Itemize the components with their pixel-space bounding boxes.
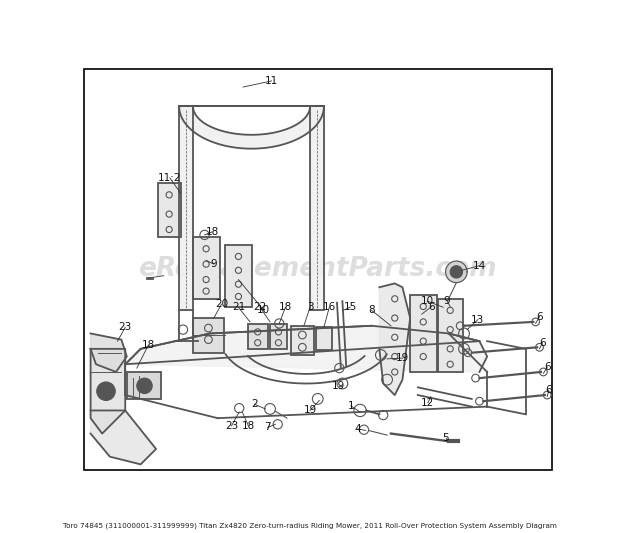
Text: 19: 19 — [303, 406, 317, 415]
Text: eReplacementParts.com: eReplacementParts.com — [138, 256, 497, 282]
Polygon shape — [91, 334, 126, 372]
Polygon shape — [379, 284, 410, 395]
Text: 15: 15 — [343, 302, 356, 312]
Text: 4: 4 — [355, 424, 361, 434]
Polygon shape — [91, 410, 156, 464]
Bar — [316, 327, 332, 350]
Text: 7: 7 — [264, 422, 271, 432]
Text: 6: 6 — [428, 302, 435, 311]
Bar — [157, 183, 180, 237]
Text: 19: 19 — [332, 381, 345, 391]
Bar — [126, 372, 161, 399]
Bar — [438, 299, 463, 372]
Bar — [193, 318, 224, 353]
Circle shape — [97, 382, 115, 400]
Text: 6: 6 — [539, 338, 546, 348]
Text: 11: 11 — [265, 76, 278, 86]
Text: 12: 12 — [421, 398, 435, 408]
Text: 18: 18 — [279, 302, 292, 312]
Bar — [193, 237, 220, 299]
Text: Toro 74845 (311000001-311999999) Titan Zx4820 Zero-turn-radius Riding Mower, 201: Toro 74845 (311000001-311999999) Titan Z… — [63, 522, 557, 529]
Text: 23: 23 — [225, 421, 238, 431]
Text: 6: 6 — [544, 362, 551, 373]
Text: 11:2: 11:2 — [158, 173, 182, 183]
Text: 3: 3 — [307, 302, 313, 312]
Polygon shape — [125, 326, 487, 372]
Text: 18: 18 — [206, 227, 219, 237]
Polygon shape — [91, 349, 125, 433]
Text: 10: 10 — [420, 296, 433, 306]
Polygon shape — [446, 261, 467, 282]
Text: 19: 19 — [396, 353, 409, 363]
Text: 6: 6 — [546, 385, 552, 395]
Text: 8: 8 — [368, 305, 375, 316]
Text: 18: 18 — [242, 421, 255, 431]
Polygon shape — [179, 106, 193, 310]
Polygon shape — [310, 106, 324, 310]
Text: 6: 6 — [536, 311, 543, 321]
Text: 9: 9 — [210, 259, 217, 269]
Text: 2: 2 — [251, 399, 258, 409]
Text: 10: 10 — [257, 305, 270, 316]
Text: 21: 21 — [232, 302, 245, 312]
Text: 22: 22 — [254, 302, 267, 312]
Text: 1: 1 — [348, 401, 354, 411]
Circle shape — [137, 378, 152, 393]
Text: 5: 5 — [442, 433, 449, 443]
Text: 13: 13 — [471, 314, 485, 325]
Bar — [249, 324, 268, 349]
Bar — [410, 295, 437, 372]
Text: 20: 20 — [215, 299, 228, 309]
Polygon shape — [179, 106, 324, 149]
Bar — [291, 326, 314, 355]
Circle shape — [450, 265, 463, 278]
Text: 14: 14 — [473, 261, 486, 271]
Bar — [270, 324, 287, 349]
Text: 16: 16 — [322, 302, 336, 312]
Text: 23: 23 — [118, 322, 132, 332]
Text: 18: 18 — [142, 340, 155, 350]
Text: 9: 9 — [444, 296, 450, 306]
Bar — [225, 245, 252, 306]
